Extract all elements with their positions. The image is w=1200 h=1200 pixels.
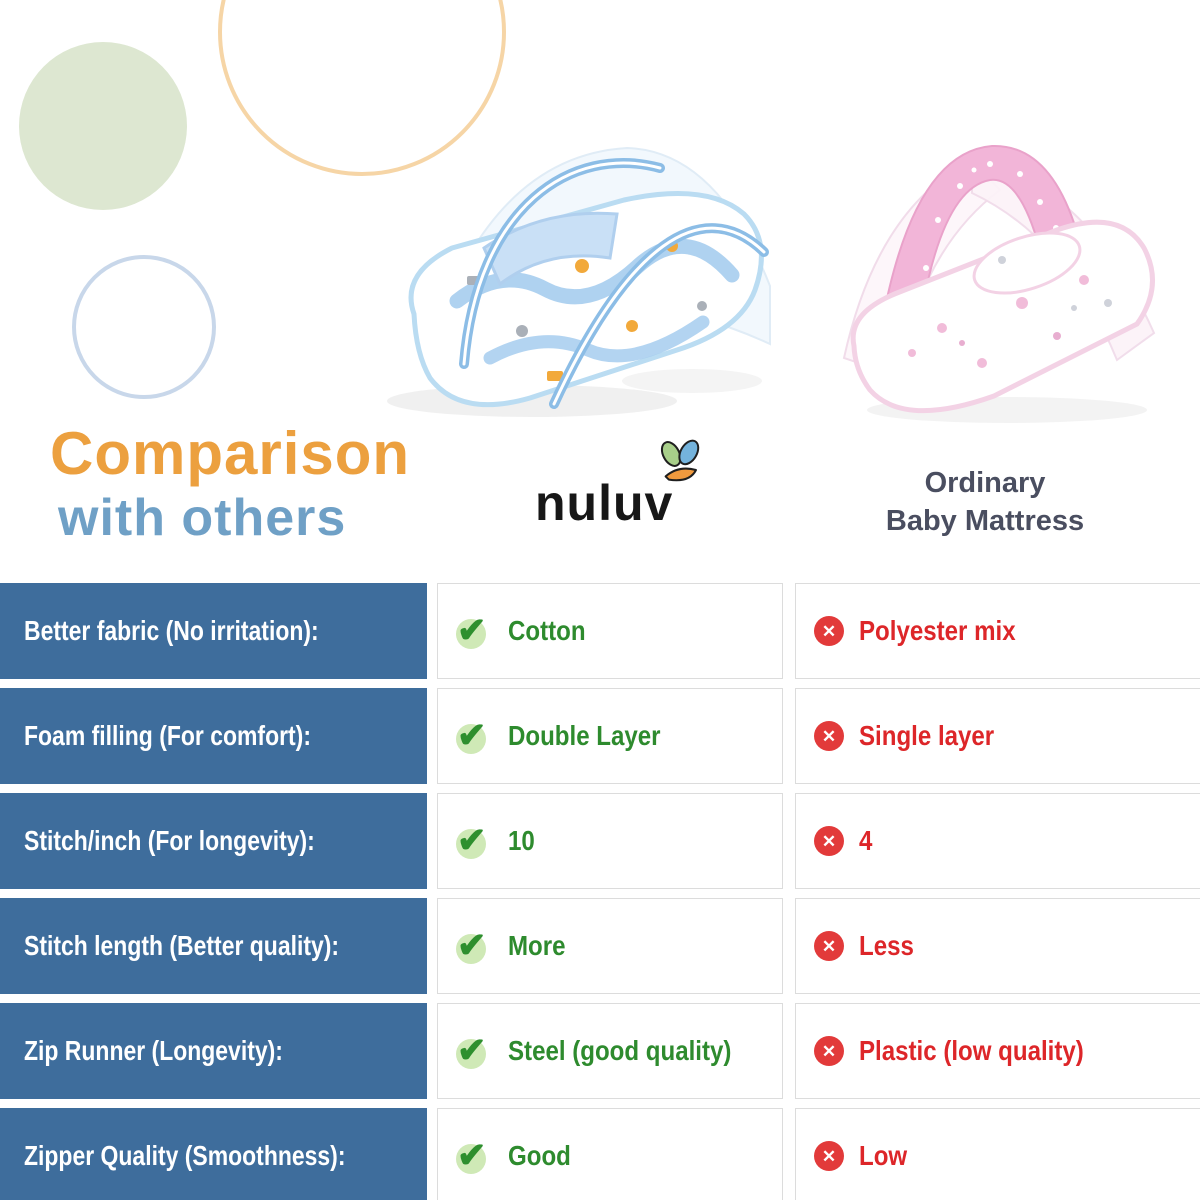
nuluv-value-cell: ✔ More	[437, 898, 783, 994]
feature-label: Foam filling (For comfort):	[24, 720, 311, 751]
table-row: Better fabric (No irritation): ✔ Cotton …	[0, 583, 1200, 679]
nuluv-value: Good	[508, 1140, 571, 1171]
check-icon: ✔	[456, 1136, 487, 1175]
competitor-name: Ordinary Baby Mattress	[850, 464, 1120, 541]
ordinary-value-cell: ✕ Less	[795, 898, 1200, 994]
feature-label: Zip Runner (Longevity):	[24, 1035, 283, 1066]
nuluv-value-cell: ✔ Good	[437, 1108, 783, 1200]
ordinary-value: Single layer	[859, 720, 995, 751]
feature-label-cell: Stitch/inch (For longevity):	[0, 793, 427, 889]
cross-icon: ✕	[814, 826, 844, 856]
decor-blue-ring	[72, 255, 216, 399]
ordinary-value: Less	[859, 930, 914, 961]
table-row: Foam filling (For comfort): ✔ Double Lay…	[0, 688, 1200, 784]
nuluv-value: 10	[508, 825, 535, 856]
nuluv-mattress-image	[387, 146, 771, 417]
ordinary-value: 4	[859, 825, 873, 856]
cross-icon: ✕	[814, 721, 844, 751]
cross-icon: ✕	[814, 616, 844, 646]
feature-label: Stitch/inch (For longevity):	[24, 825, 315, 856]
feature-label: Better fabric (No irritation):	[24, 615, 319, 646]
feature-label-cell: Zipper Quality (Smoothness):	[0, 1108, 427, 1200]
nuluv-value: Steel (good quality)	[508, 1035, 732, 1066]
feature-label: Zipper Quality (Smoothness):	[24, 1140, 346, 1171]
competitor-name-line1: Ordinary	[924, 467, 1046, 499]
ordinary-value-cell: ✕ Polyester mix	[795, 583, 1200, 679]
nuluv-value-cell: ✔ Double Layer	[437, 688, 783, 784]
nuluv-value: More	[508, 930, 566, 961]
nuluv-value-cell: ✔ Cotton	[437, 583, 783, 679]
title-line1: Comparison	[50, 420, 411, 487]
table-row: Stitch/inch (For longevity): ✔ 10 ✕ 4	[0, 793, 1200, 889]
table-row: Zip Runner (Longevity): ✔ Steel (good qu…	[0, 1003, 1200, 1099]
table-row: Zipper Quality (Smoothness): ✔ Good ✕ Lo…	[0, 1108, 1200, 1200]
table-row: Stitch length (Better quality): ✔ More ✕…	[0, 898, 1200, 994]
ordinary-value: Polyester mix	[859, 615, 1016, 646]
ordinary-value: Low	[859, 1140, 908, 1171]
check-icon: ✔	[456, 1031, 487, 1070]
ordinary-value-cell: ✕ Low	[795, 1108, 1200, 1200]
butterfly-icon	[660, 439, 700, 482]
feature-label: Stitch length (Better quality):	[24, 930, 340, 961]
comparison-table: Better fabric (No irritation): ✔ Cotton …	[0, 583, 1200, 1200]
check-icon: ✔	[456, 926, 487, 965]
feature-label-cell: Stitch length (Better quality):	[0, 898, 427, 994]
nuluv-value-cell: ✔ 10	[437, 793, 783, 889]
feature-label-cell: Better fabric (No irritation):	[0, 583, 427, 679]
decor-green-circle	[19, 42, 187, 210]
ordinary-value: Plastic (low quality)	[859, 1035, 1084, 1066]
competitor-name-line2: Baby Mattress	[885, 505, 1085, 538]
check-icon: ✔	[456, 611, 487, 650]
ordinary-value-cell: ✕ Single layer	[795, 688, 1200, 784]
ordinary-value-cell: ✕ 4	[795, 793, 1200, 889]
feature-label-cell: Foam filling (For comfort):	[0, 688, 427, 784]
nuluv-value: Cotton	[508, 615, 586, 646]
cross-icon: ✕	[814, 1036, 844, 1066]
brand-logo: nuluv	[535, 439, 710, 532]
title-line2: with others	[58, 489, 347, 547]
cross-icon: ✕	[814, 1141, 844, 1171]
check-icon: ✔	[456, 716, 487, 755]
page-title: Comparison with others	[50, 420, 411, 547]
cross-icon: ✕	[814, 931, 844, 961]
ordinary-mattress-image	[842, 144, 1156, 423]
ordinary-value-cell: ✕ Plastic (low quality)	[795, 1003, 1200, 1099]
check-icon: ✔	[456, 821, 487, 860]
brand-name: nuluv	[535, 475, 674, 531]
nuluv-value-cell: ✔ Steel (good quality)	[437, 1003, 783, 1099]
feature-label-cell: Zip Runner (Longevity):	[0, 1003, 427, 1099]
nuluv-value: Double Layer	[508, 720, 661, 751]
